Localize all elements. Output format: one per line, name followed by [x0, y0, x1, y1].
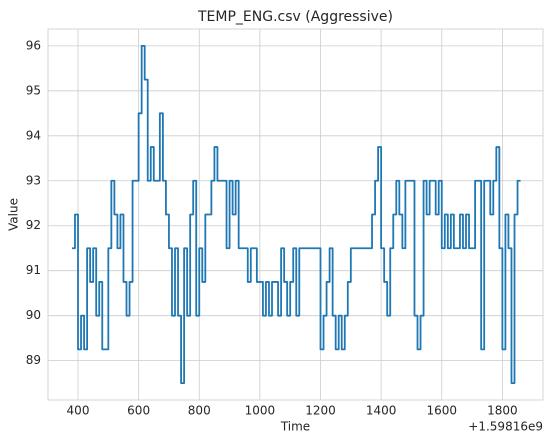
x-tick-label: 400: [67, 404, 90, 418]
x-tick-label: 1200: [305, 404, 336, 418]
y-tick-label: 90: [26, 308, 41, 322]
data-line: [71, 44, 521, 385]
y-tick-label: 92: [26, 218, 41, 232]
y-tick-label: 91: [26, 263, 41, 277]
plot-frame: [47, 28, 544, 401]
x-tick-label: 1400: [366, 404, 397, 418]
chart-title: TEMP_ENG.csv (Aggressive): [197, 9, 393, 25]
x-tick-label: 600: [127, 404, 150, 418]
x-tick-label: 1000: [245, 404, 276, 418]
x-tick-label: 800: [188, 404, 211, 418]
x-axis-label: Time: [280, 420, 310, 434]
x-offset-label: +1.59816e9: [468, 420, 543, 434]
y-axis-label: Value: [7, 198, 21, 231]
x-tick-label: 1800: [487, 404, 518, 418]
y-tick-label: 95: [26, 83, 41, 97]
x-tick-label: 1600: [426, 404, 457, 418]
y-tick-label: 96: [26, 38, 41, 52]
y-tick-label: 89: [26, 353, 41, 367]
y-tick-label: 93: [26, 173, 41, 187]
y-tick-label: 94: [26, 128, 41, 142]
